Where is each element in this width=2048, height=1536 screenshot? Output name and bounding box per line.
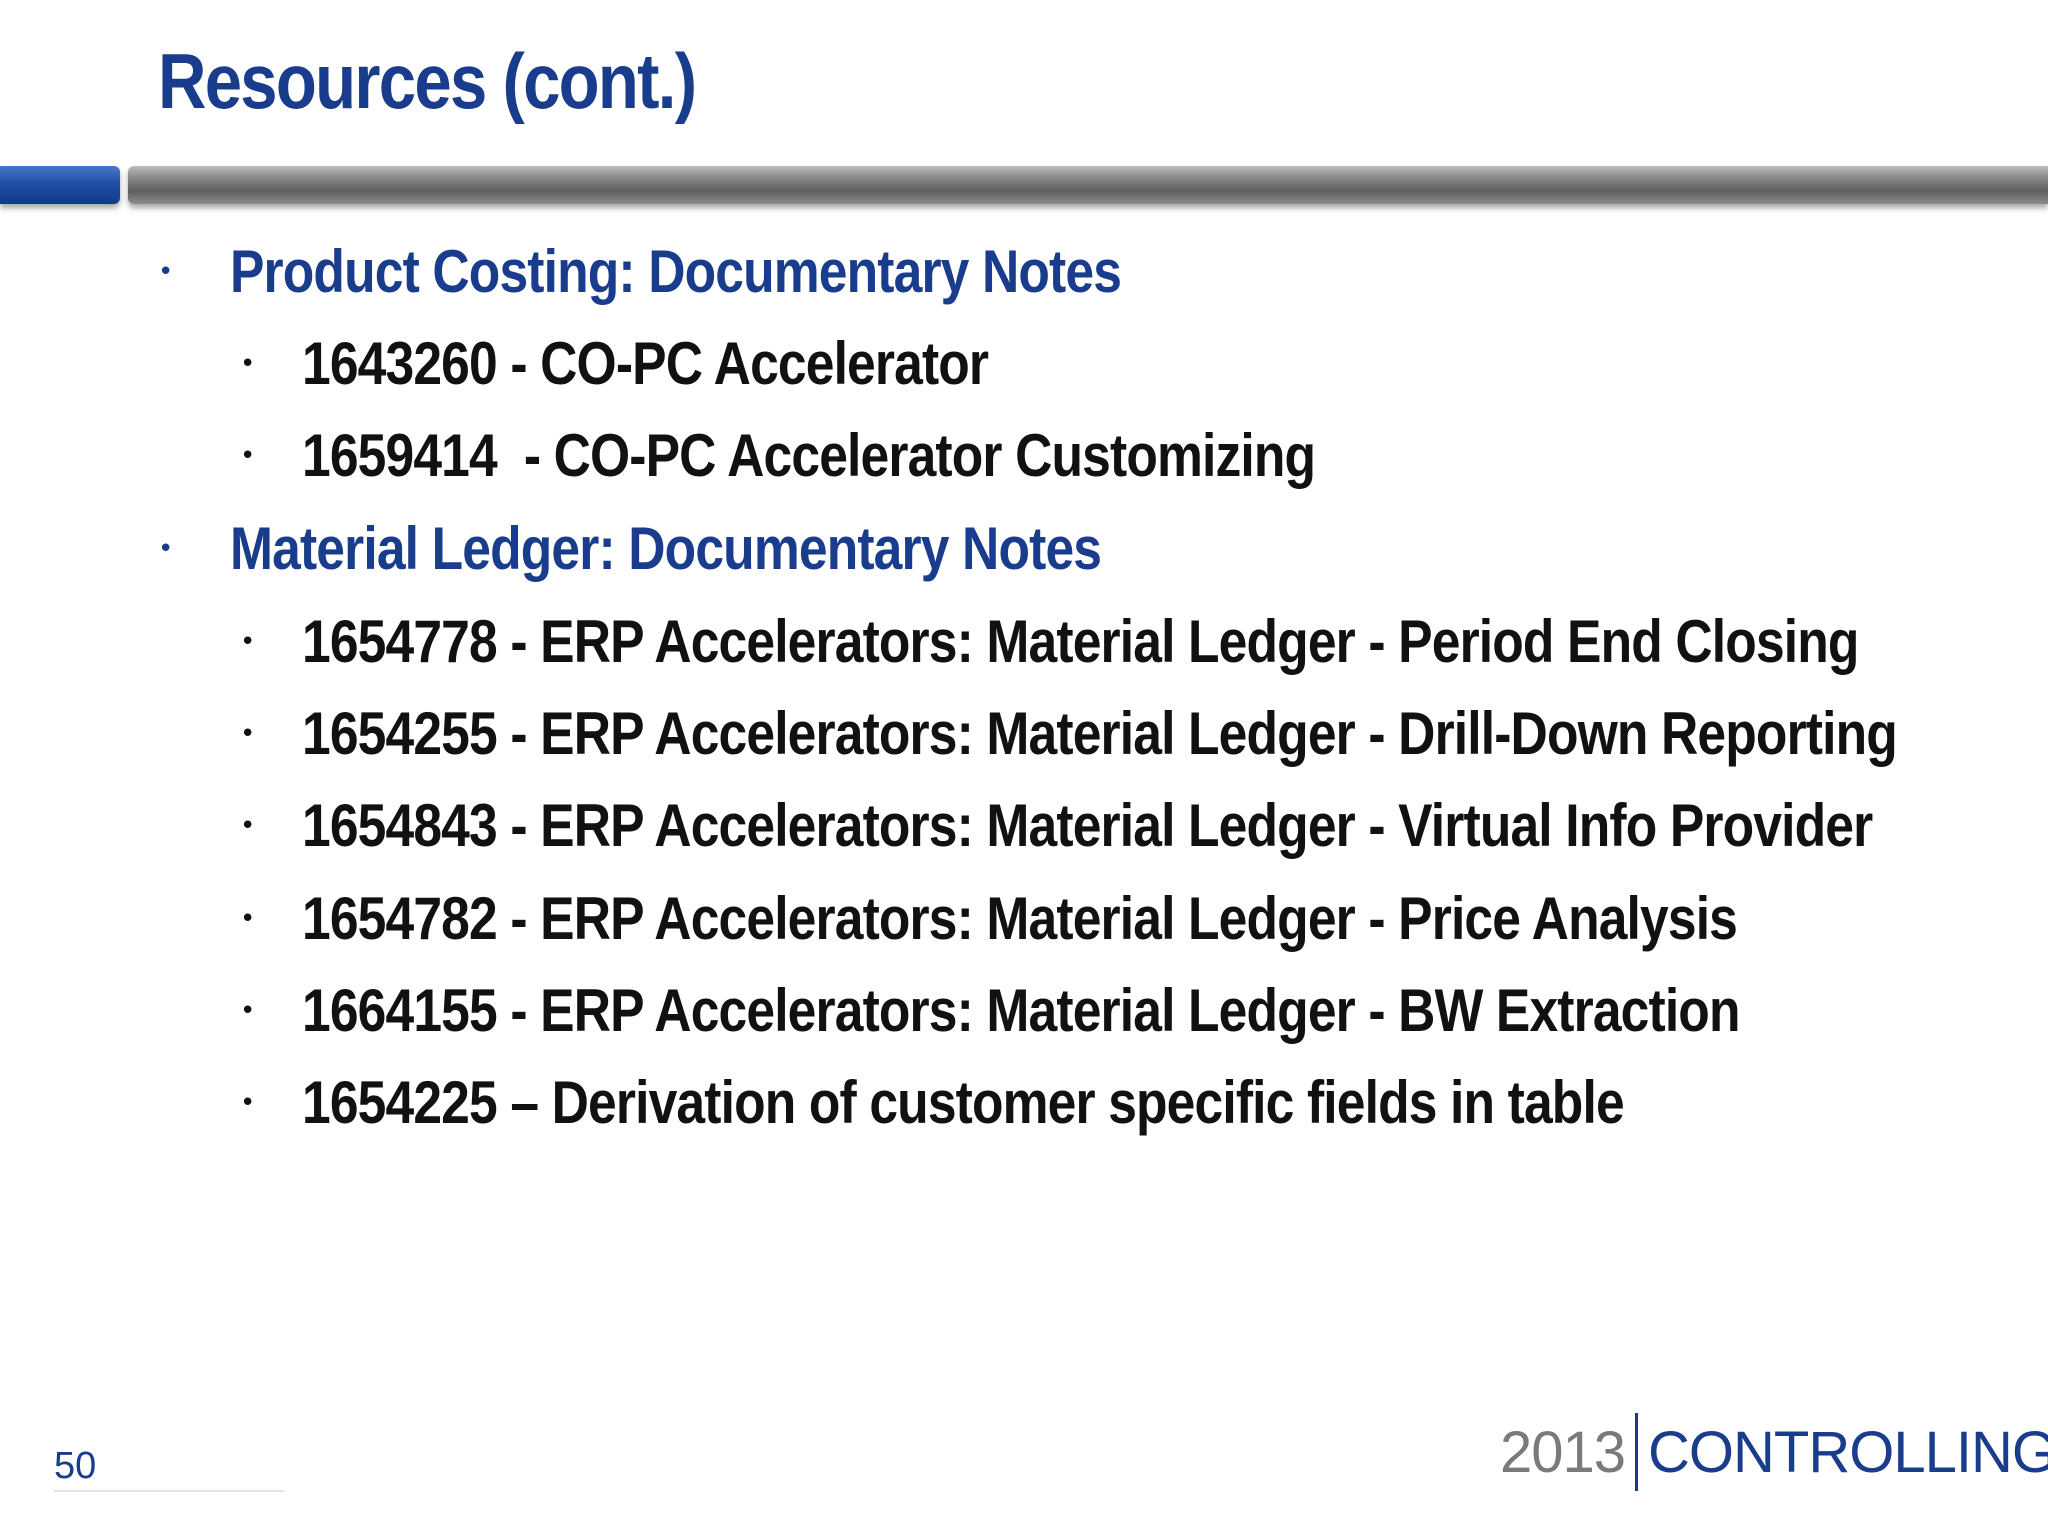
list-item: 1654843 - ERP Accelerators: Material Led… — [302, 792, 1873, 859]
footer-divider — [54, 1490, 284, 1492]
bullet-icon: • — [240, 1088, 256, 1118]
section-heading-material-ledger: Material Ledger: Documentary Notes — [230, 515, 1102, 582]
controlling-logo: 2013 CONTROLLING — [1500, 1412, 2048, 1492]
bullet-icon: • — [240, 904, 256, 934]
page-number: 50 — [54, 1445, 97, 1487]
bullet-icon: • — [240, 627, 256, 657]
slide-title: Resources (cont.) — [158, 37, 697, 125]
list-item: 1654782 - ERP Accelerators: Material Led… — [302, 885, 1738, 952]
list-item: 1654255 - ERP Accelerators: Material Led… — [302, 700, 1898, 767]
list-item: 1654225 – Derivation of customer specifi… — [302, 1069, 1625, 1136]
logo-divider — [1635, 1413, 1639, 1491]
list-item: 1659414 - CO-PC Accelerator Customizing — [302, 422, 1316, 489]
section-heading-product-costing: Product Costing: Documentary Notes — [230, 238, 1122, 305]
list-item: 1664155 - ERP Accelerators: Material Led… — [302, 977, 1740, 1044]
title-bar-divider — [128, 166, 2048, 204]
logo-word: CONTROLLING — [1648, 1419, 2048, 1485]
bullet-icon: • — [240, 996, 256, 1026]
logo-year: 2013 — [1500, 1419, 1626, 1485]
bullet-icon: • — [240, 349, 256, 379]
bullet-icon: • — [240, 719, 256, 749]
list-item: 1643260 - CO-PC Accelerator — [302, 330, 989, 397]
bullet-icon: • — [240, 441, 256, 471]
list-item: 1654778 - ERP Accelerators: Material Led… — [302, 608, 1859, 675]
bullet-icon: • — [158, 534, 174, 564]
title-bar-accent — [0, 166, 120, 204]
bullet-icon: • — [240, 811, 256, 841]
bullet-icon: • — [158, 257, 174, 287]
